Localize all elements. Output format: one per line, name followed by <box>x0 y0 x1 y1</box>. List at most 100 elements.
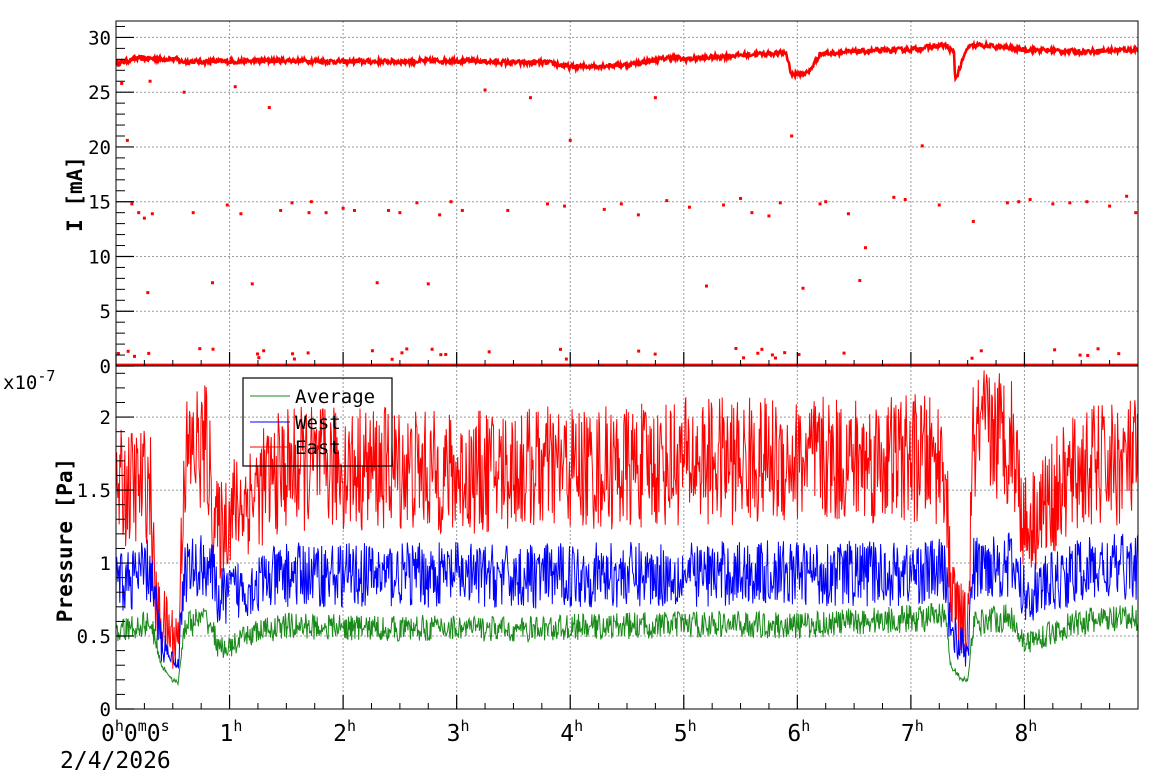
current-outlier-point <box>778 201 782 205</box>
current-low-point <box>742 356 746 360</box>
current-outlier-point <box>863 246 867 250</box>
current-outlier-point <box>387 208 391 212</box>
current-low-point <box>487 350 491 354</box>
current-low-point <box>390 357 394 361</box>
current-outlier-point <box>279 208 283 212</box>
time-tick-label-2: 2h <box>333 717 356 747</box>
current-plot-frame <box>115 20 1139 367</box>
current-outlier-point <box>460 208 464 212</box>
current-low-point <box>370 349 374 353</box>
current-outlier-point <box>528 96 532 100</box>
current-outlier-point <box>801 286 805 290</box>
current-outlier-point <box>506 208 510 212</box>
current-outlier-point <box>483 88 487 92</box>
current-y-axis: 0 5 10 15 20 25 30 <box>88 25 1111 378</box>
pressure-series-west <box>116 532 1138 669</box>
current-outlier-point <box>790 134 794 138</box>
pressure-y-tick-label-1.5: 1.5 <box>77 480 111 502</box>
current-outlier-point <box>892 195 896 199</box>
current-y-tick-label-20: 20 <box>88 137 111 159</box>
current-outlier-point <box>120 81 124 85</box>
current-low-point <box>842 351 846 355</box>
current-outlier-point <box>150 212 154 216</box>
current-y-tick-label-10: 10 <box>88 246 111 268</box>
current-low-point <box>653 352 657 356</box>
current-low-point <box>292 357 296 361</box>
current-outlier-point <box>438 213 442 217</box>
current-y-tick-label-25: 25 <box>88 82 111 104</box>
current-outlier-point <box>1051 202 1055 206</box>
current-low-point <box>770 353 774 357</box>
current-low-point <box>306 351 310 355</box>
current-outlier-point <box>426 282 430 286</box>
current-outlier-point <box>1134 211 1138 215</box>
current-low-point <box>257 356 261 360</box>
current-outlier-point <box>191 211 195 215</box>
current-low-point <box>430 347 434 351</box>
current-outlier-point <box>636 213 640 217</box>
time-tick-label-1: 1h <box>220 717 243 747</box>
current-outlier-point <box>1005 201 1009 205</box>
current-outlier-point <box>846 212 850 216</box>
current-outlier-point <box>225 203 229 207</box>
current-outlier-point <box>267 106 271 110</box>
current-outlier-point <box>824 200 828 204</box>
current-y-tick-label-15: 15 <box>88 192 111 214</box>
current-low-point <box>1078 353 1082 357</box>
pressure-y-tick-label-1: 1 <box>100 553 111 575</box>
current-outlier-point <box>324 211 328 215</box>
current-trend-line <box>116 38 1138 83</box>
current-outlier-point <box>309 200 313 204</box>
current-low-point <box>211 347 215 351</box>
current-outlier-point <box>1085 200 1089 204</box>
current-outlier-point <box>704 284 708 288</box>
current-outlier-point <box>415 201 419 205</box>
current-outlier-point <box>182 90 186 94</box>
current-low-point <box>116 352 120 356</box>
current-outlier-point <box>307 211 311 215</box>
current-outlier-point <box>750 211 754 215</box>
time-tick-label-5: 5h <box>674 717 697 747</box>
pressure-y-tick-label-0.5: 0.5 <box>77 626 111 648</box>
pressure-y-axis: 0 0.5 1 1.5 2 <box>77 372 1111 721</box>
current-outlier-point <box>1028 198 1032 202</box>
current-outlier-point <box>858 279 862 283</box>
current-outlier-point <box>971 219 975 223</box>
current-outlier-point <box>903 198 907 202</box>
current-low-point <box>439 353 443 357</box>
current-outlier-point <box>146 291 150 295</box>
pressure-gridlines <box>116 366 1138 709</box>
current-outlier-point <box>130 202 134 206</box>
current-outlier-point <box>722 203 726 207</box>
current-series <box>116 38 1138 366</box>
current-y-tick-label-5: 5 <box>100 301 111 323</box>
current-outlier-point <box>568 138 572 142</box>
current-low-point <box>1086 353 1090 357</box>
current-outlier-point <box>341 206 345 210</box>
current-low-point <box>979 349 983 353</box>
current-low-point <box>405 347 409 351</box>
current-outlier-point <box>148 79 152 83</box>
current-low-point <box>1053 348 1057 352</box>
current-outlier-point <box>250 282 254 286</box>
current-outlier-point <box>602 207 606 211</box>
current-outlier-point <box>937 203 941 207</box>
current-outlier-point <box>653 96 657 100</box>
current-outlier-point <box>290 201 294 205</box>
current-outlier-point <box>619 202 623 206</box>
current-outlier-point <box>375 281 379 285</box>
current-outlier-point <box>1017 200 1021 204</box>
current-outlier-point <box>687 205 691 209</box>
current-outlier-point <box>142 216 146 220</box>
pressure-series-average <box>116 603 1138 687</box>
current-low-point <box>1096 347 1100 351</box>
current-outlier-point <box>1125 194 1129 198</box>
current-low-point <box>783 351 787 355</box>
current-low-point <box>198 347 202 351</box>
time-tick-label-8: 8h <box>1014 717 1037 747</box>
current-outlier-point <box>1108 204 1112 208</box>
current-outlier-point <box>767 214 771 218</box>
time-axis-date: 2/4/2026 <box>60 748 171 774</box>
current-low-point <box>760 347 764 351</box>
current-outlier-point <box>665 199 669 203</box>
